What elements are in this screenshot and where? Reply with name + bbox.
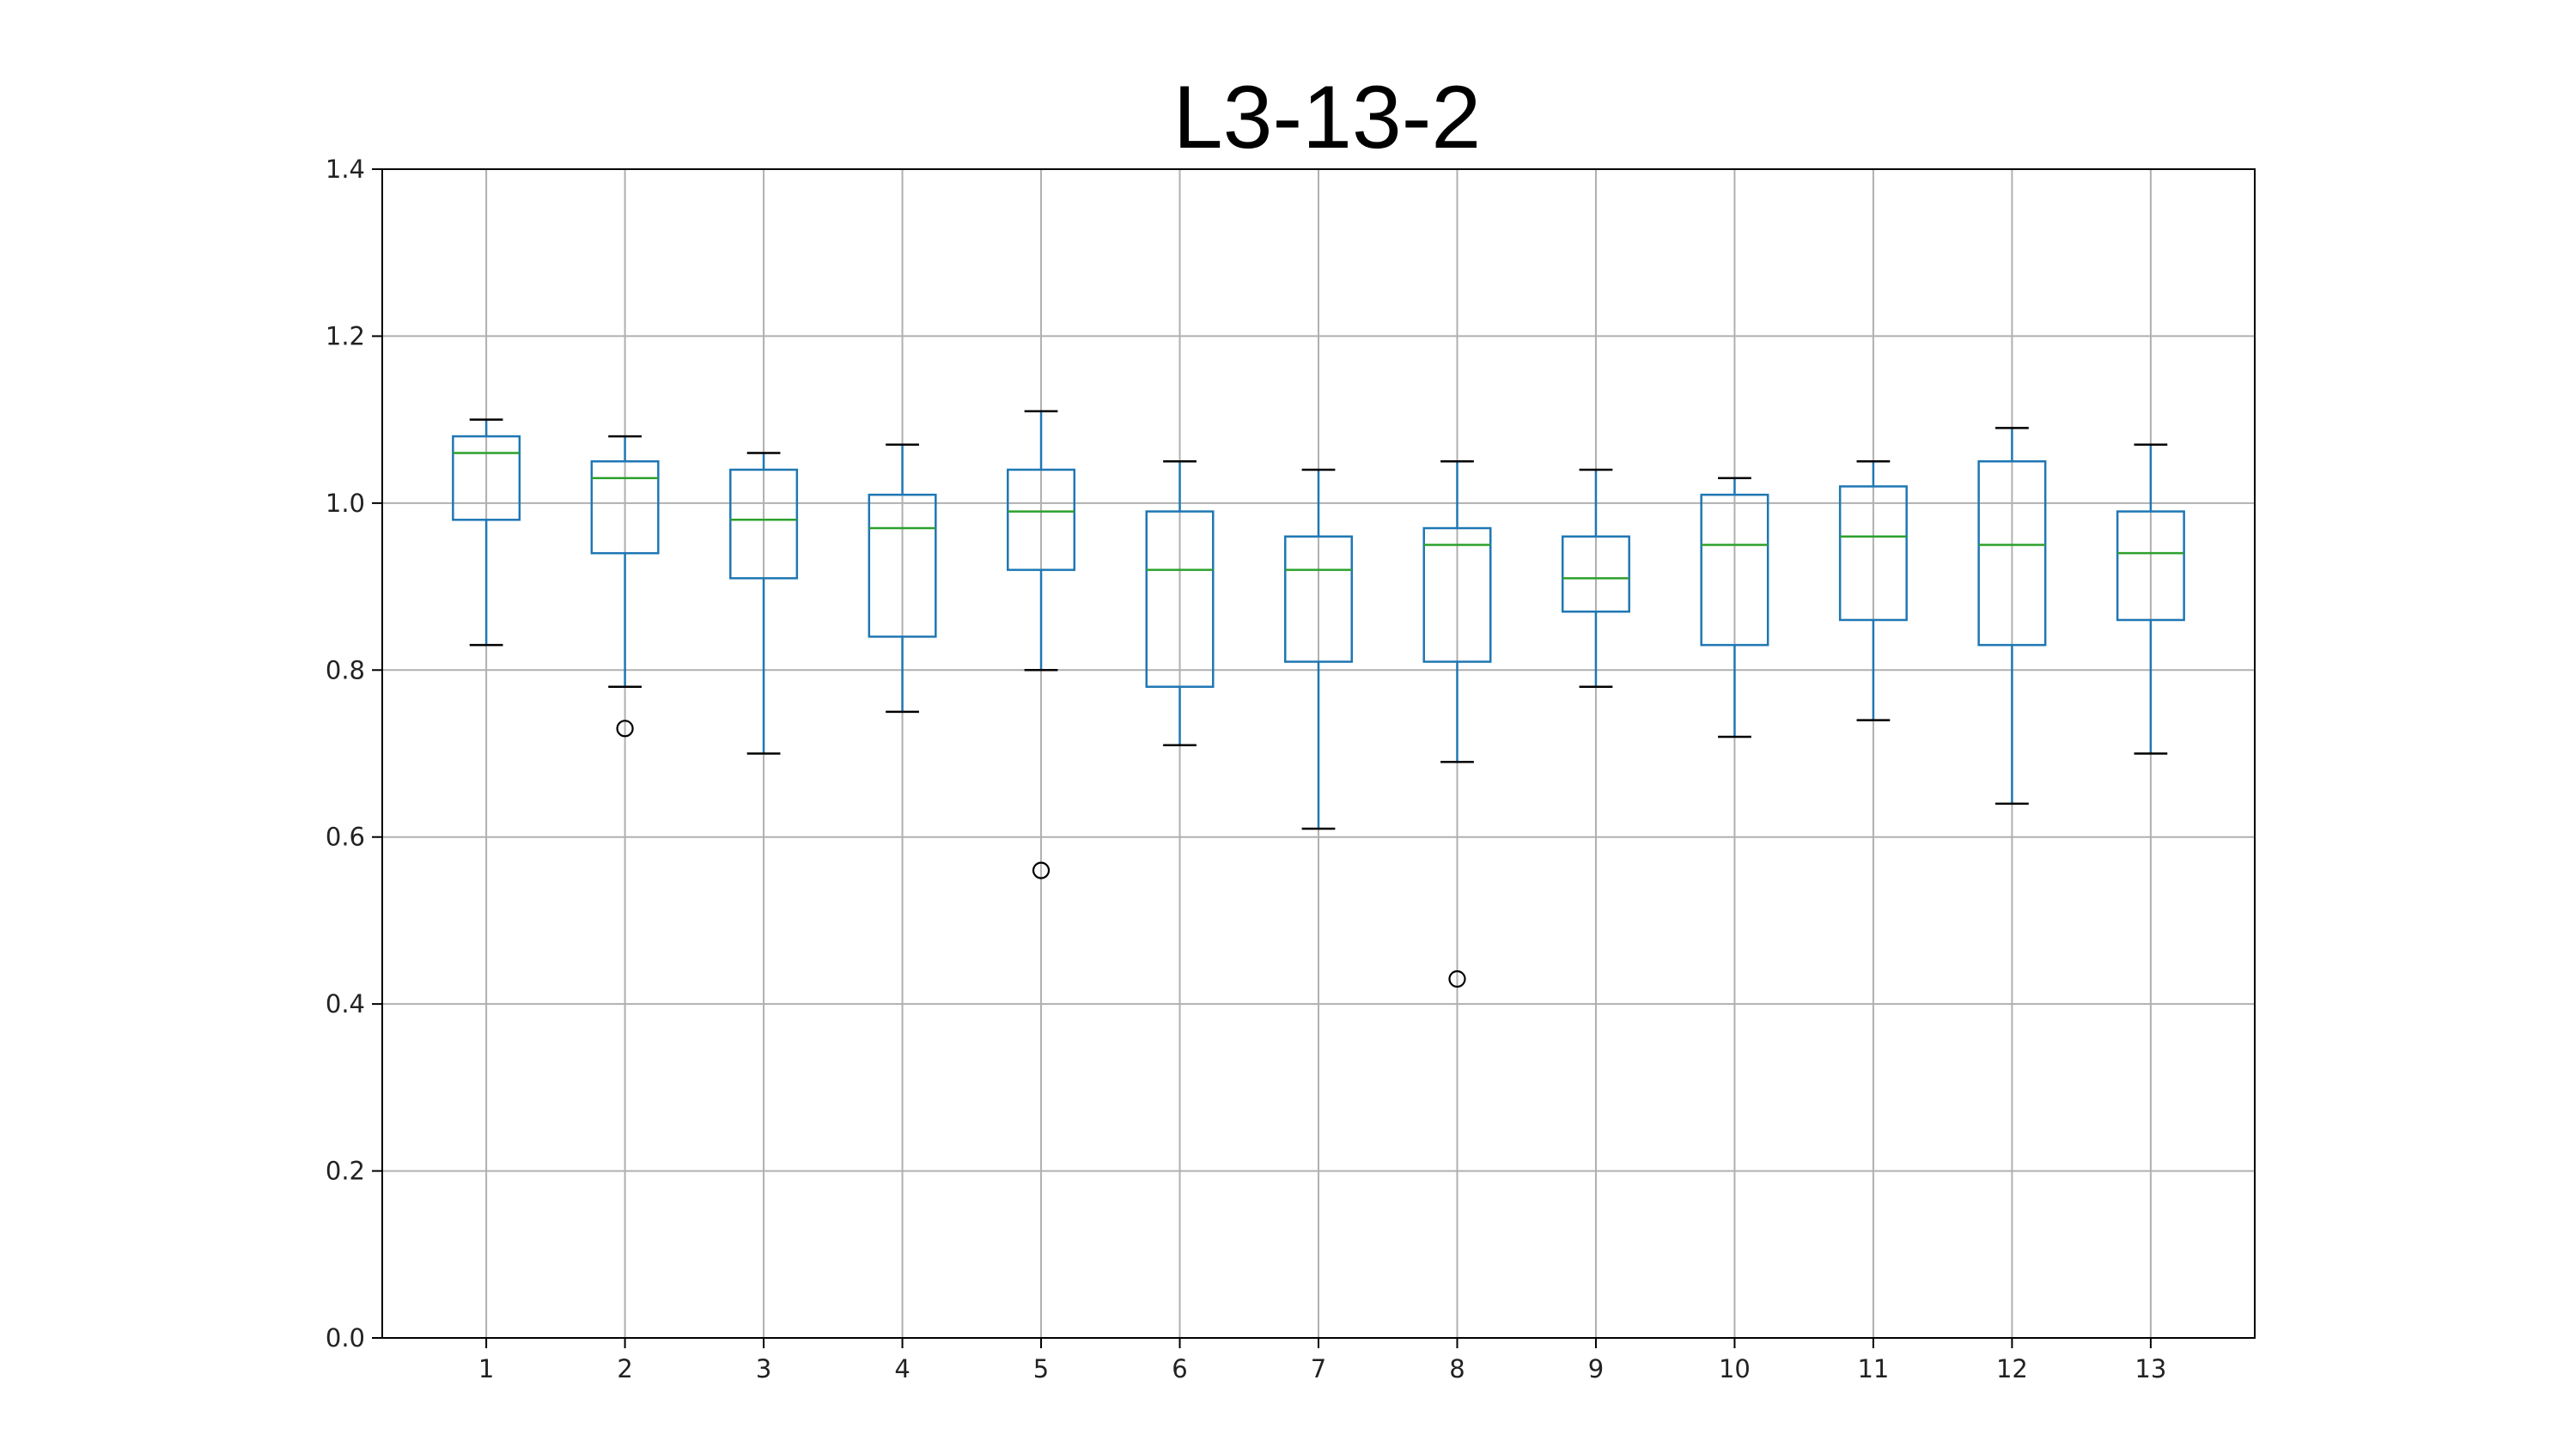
iqr-box xyxy=(1283,535,1354,663)
iqr-box xyxy=(1422,526,1492,663)
iqr-box xyxy=(1977,460,2047,647)
x-axis-ticks: 1 2 3 4 5 6 7 8 9 10 11 12 13 xyxy=(478,1338,2166,1383)
y-tick-label: 1.0 xyxy=(326,489,365,518)
iqr-box xyxy=(1700,493,1769,647)
box-group-5 xyxy=(1007,410,1076,879)
y-tick-label: 0.8 xyxy=(326,655,365,684)
x-tick-label: 6 xyxy=(1172,1354,1187,1383)
y-tick-label: 0.2 xyxy=(326,1157,365,1186)
x-tick-label: 7 xyxy=(1311,1354,1326,1383)
x-tick-label: 5 xyxy=(1033,1354,1049,1383)
x-tick-label: 3 xyxy=(756,1354,771,1383)
chart-title: L3-13-2 xyxy=(1173,68,1481,167)
box-group-12 xyxy=(1977,427,2047,806)
x-tick-label: 10 xyxy=(1719,1354,1751,1383)
outlier-point xyxy=(1448,970,1466,988)
x-tick-label: 11 xyxy=(1857,1354,1889,1383)
iqr-box xyxy=(1561,535,1630,613)
y-tick-label: 0.4 xyxy=(326,989,365,1018)
box-group-4 xyxy=(868,443,937,714)
x-tick-label: 8 xyxy=(1449,1354,1465,1383)
box-group-1 xyxy=(452,418,521,647)
x-tick-label: 13 xyxy=(2134,1354,2166,1383)
y-axis-ticks: 0.0 0.2 0.4 0.6 0.8 1.0 1.2 1.4 xyxy=(326,155,382,1353)
outlier-point xyxy=(1032,861,1050,879)
iqr-box xyxy=(590,460,660,555)
box-group-10 xyxy=(1700,477,1769,739)
iqr-box xyxy=(868,493,937,638)
box-group-7 xyxy=(1283,468,1354,830)
iqr-box xyxy=(729,468,799,580)
iqr-box xyxy=(2116,510,2185,622)
box-group-11 xyxy=(1838,460,1908,721)
box-group-6 xyxy=(1145,460,1215,747)
x-tick-label: 1 xyxy=(478,1354,494,1383)
y-tick-label: 1.4 xyxy=(326,155,365,184)
box-group-2 xyxy=(590,435,660,738)
x-tick-label: 2 xyxy=(617,1354,632,1383)
outlier-point xyxy=(616,720,634,738)
boxes xyxy=(452,410,2185,988)
iqr-box xyxy=(1838,485,1908,622)
x-tick-label: 9 xyxy=(1588,1354,1604,1383)
box-group-9 xyxy=(1561,468,1630,688)
iqr-box xyxy=(1145,510,1215,688)
box-group-3 xyxy=(729,452,799,755)
iqr-box xyxy=(452,435,521,521)
iqr-box xyxy=(1007,468,1076,571)
y-tick-label: 0.0 xyxy=(326,1323,365,1353)
y-tick-label: 0.6 xyxy=(326,823,365,852)
x-tick-label: 12 xyxy=(1996,1354,2028,1383)
y-tick-label: 1.2 xyxy=(326,321,365,350)
x-tick-label: 4 xyxy=(894,1354,910,1383)
box-group-8 xyxy=(1422,460,1492,988)
box-group-13 xyxy=(2116,443,2185,755)
